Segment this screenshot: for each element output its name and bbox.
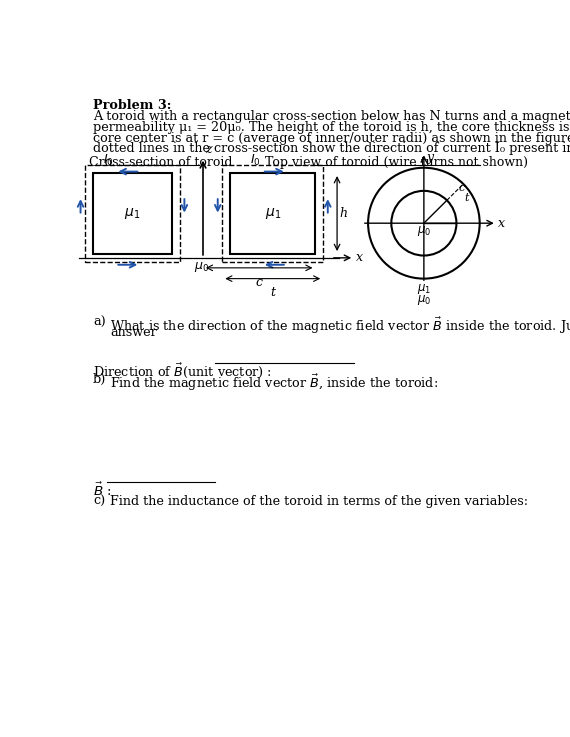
Text: c: c [458,183,465,192]
Text: c: c [256,276,263,289]
Text: $\mu_0$: $\mu_0$ [194,260,209,274]
Text: answer: answer [110,326,157,339]
Bar [93,173,172,254]
Text: $\mu_1$: $\mu_1$ [124,206,141,221]
Text: h: h [339,207,347,220]
Text: t: t [465,193,469,203]
Text: permeability μ₁ = 20μ₀. The height of the toroid is h, the core thickness is t, : permeability μ₁ = 20μ₀. The height of th… [93,121,570,134]
Bar [222,165,323,262]
Text: $\mu_0$: $\mu_0$ [417,293,431,307]
Text: x: x [356,251,363,265]
Text: c): c) [93,495,105,508]
Text: Cross-section of toroid: Cross-section of toroid [88,156,232,170]
Text: b): b) [93,373,107,385]
Text: a): a) [93,315,105,329]
Text: t: t [270,287,275,299]
Text: core center is at r = c (average of inner/outer radii) as shown in the figures b: core center is at r = c (average of inne… [93,132,570,144]
Text: Top view of toroid (wire turns not shown): Top view of toroid (wire turns not shown… [265,156,528,170]
Text: $\mu_1$: $\mu_1$ [417,282,431,296]
Text: Direction of $\vec{B}$(unit vector) :: Direction of $\vec{B}$(unit vector) : [93,362,272,380]
Text: y: y [426,151,433,164]
Text: Find the magnetic field vector $\vec{B}$, inside the toroid:: Find the magnetic field vector $\vec{B}$… [110,373,438,393]
Text: x: x [498,217,505,230]
Text: What is the direction of the magnetic field vector $\vec{B}$ inside the toroid. : What is the direction of the magnetic fi… [110,315,570,336]
Text: $I_0$: $I_0$ [250,153,260,168]
Text: $I_0$: $I_0$ [103,153,113,168]
Bar [85,165,180,262]
Text: $\vec{B}$ :: $\vec{B}$ : [93,481,112,498]
Text: $\mu_0$: $\mu_0$ [417,224,431,238]
Text: $\mu_1$: $\mu_1$ [264,206,281,221]
Text: A toroid with a rectangular cross-section below has N turns and a magnetic core : A toroid with a rectangular cross-sectio… [93,110,570,123]
Text: Find the inductance of the toroid in terms of the given variables:: Find the inductance of the toroid in ter… [110,495,528,508]
Text: Problem 3:: Problem 3: [93,99,172,112]
Text: z: z [205,143,212,156]
Bar [230,173,315,254]
Text: dotted lines in the cross-section show the direction of current I₀ present in th: dotted lines in the cross-section show t… [93,142,570,156]
